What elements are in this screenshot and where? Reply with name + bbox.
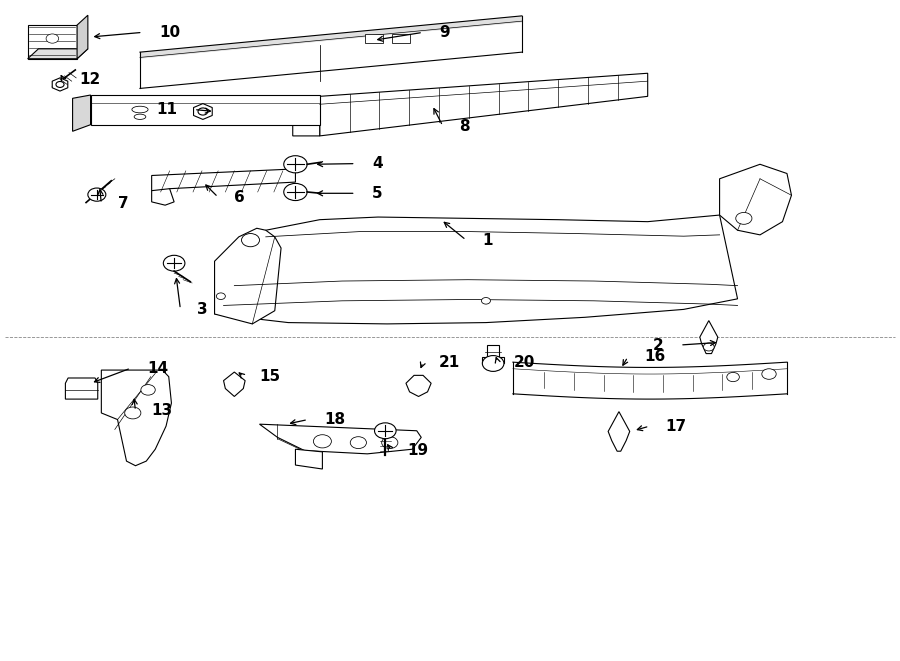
Polygon shape [292,97,320,136]
Polygon shape [152,169,295,195]
Text: 7: 7 [118,196,128,212]
Text: 12: 12 [80,72,101,87]
Circle shape [736,212,752,224]
Circle shape [198,108,208,115]
Polygon shape [259,424,421,454]
Text: 2: 2 [653,338,664,352]
Circle shape [482,356,504,371]
Text: 4: 4 [372,156,382,171]
Polygon shape [295,449,322,469]
Polygon shape [152,188,174,205]
Text: 14: 14 [148,361,168,375]
Polygon shape [28,25,77,59]
Polygon shape [214,215,738,324]
Circle shape [56,81,64,87]
Polygon shape [91,95,320,125]
Circle shape [727,372,740,381]
Circle shape [46,34,58,43]
Ellipse shape [134,114,146,120]
Text: 10: 10 [159,25,180,40]
Bar [392,34,410,42]
Text: 9: 9 [439,25,450,40]
Polygon shape [720,165,791,235]
Polygon shape [66,378,98,399]
Circle shape [761,369,776,379]
Text: 17: 17 [666,418,687,434]
Circle shape [382,437,398,449]
Circle shape [284,183,307,200]
Polygon shape [223,372,245,397]
Text: 5: 5 [372,186,382,201]
Text: 13: 13 [152,403,173,418]
Circle shape [163,255,184,271]
Text: 20: 20 [514,355,536,369]
Circle shape [374,423,396,439]
Polygon shape [28,49,88,59]
Polygon shape [214,228,281,324]
Polygon shape [194,104,212,120]
Text: 6: 6 [234,190,245,205]
Text: 8: 8 [459,118,470,134]
Polygon shape [608,412,630,451]
Ellipse shape [132,106,148,113]
Text: 21: 21 [439,355,461,369]
Circle shape [241,233,259,247]
Bar [364,34,382,42]
Text: 15: 15 [259,369,281,384]
Circle shape [313,435,331,448]
Polygon shape [73,95,91,132]
Polygon shape [482,345,504,364]
Text: 3: 3 [196,302,207,317]
Circle shape [350,437,366,449]
Circle shape [141,385,156,395]
Polygon shape [52,78,68,91]
Text: 18: 18 [324,412,346,427]
Circle shape [88,188,106,201]
Text: 11: 11 [157,102,177,117]
Circle shape [704,343,715,351]
Circle shape [216,293,225,299]
Text: 1: 1 [482,233,493,248]
Polygon shape [77,15,88,59]
Polygon shape [700,321,718,354]
Text: 19: 19 [408,443,429,458]
Text: 16: 16 [644,350,665,364]
Circle shape [125,407,141,419]
Circle shape [284,156,307,173]
Polygon shape [102,370,171,466]
Circle shape [482,297,490,304]
Polygon shape [320,73,648,136]
Polygon shape [406,375,431,397]
